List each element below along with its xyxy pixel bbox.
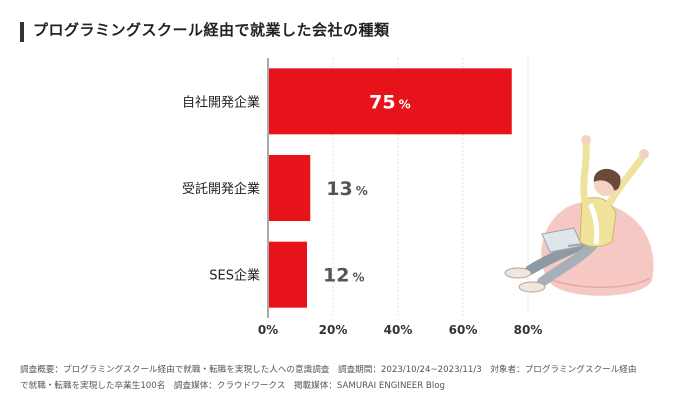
category-label: SES企業 (209, 268, 260, 284)
data-label: 12% (323, 265, 364, 287)
x-tick-label: 60% (449, 323, 478, 337)
survey-footnote: 調査概要：プログラミングスクール経由で就職・転職を実現した人への意識調査 調査期… (20, 362, 685, 394)
bar (269, 241, 307, 308)
chart-title: プログラミングスクール経由で就業した会社の種類 (33, 21, 390, 39)
category-label: 受託開発企業 (182, 181, 260, 197)
data-label: 13% (326, 178, 367, 200)
title-accent-bar (20, 22, 24, 42)
data-label: 75% (369, 91, 410, 113)
footnote-line-1: 調査概要：プログラミングスクール経由で就職・転職を実現した人への意識調査 調査期… (20, 365, 637, 375)
x-tick-label: 40% (384, 323, 413, 337)
bar (269, 155, 311, 221)
person-with-laptop-on-beanbag-illustration (504, 135, 654, 296)
footnote-line-2: で就職・転職を実現した卒業生100名 調査媒体：クラウドワークス 掲載媒体：SA… (20, 381, 445, 391)
bar (269, 68, 512, 135)
x-tick-label: 20% (319, 323, 348, 337)
x-tick-label: 0% (258, 323, 278, 337)
x-tick-label: 80% (514, 323, 543, 337)
bar-chart: 0% 20% 40% 60% 80% 自社開発企業 75 % 受託開発企業 13 % SES企業 12% (182, 58, 543, 337)
category-label: 自社開発企業 (182, 94, 260, 110)
